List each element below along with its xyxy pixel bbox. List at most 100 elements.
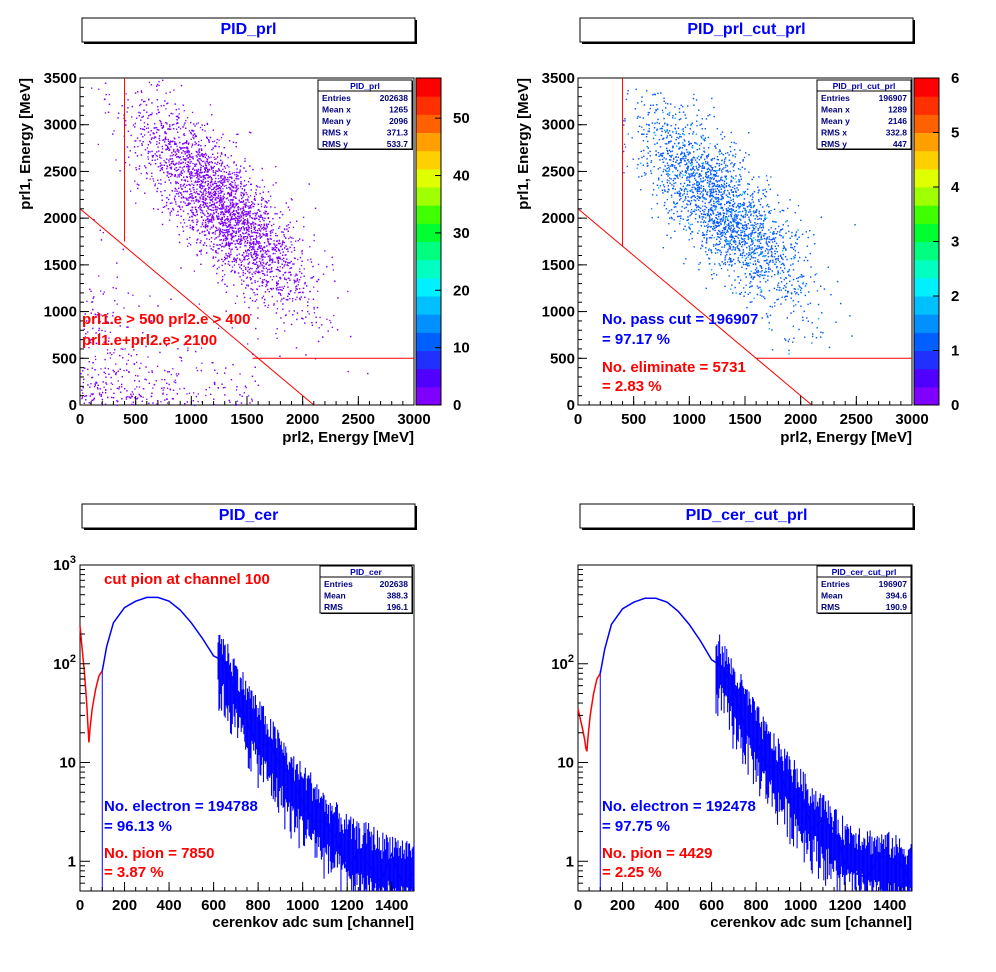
scatter-point xyxy=(150,84,152,86)
scatter-point xyxy=(252,206,254,208)
scatter-point xyxy=(146,111,148,113)
scatter-point xyxy=(261,247,263,249)
scatter-point xyxy=(316,306,319,309)
scatter-point xyxy=(254,251,256,254)
scatter-point xyxy=(138,393,140,396)
scatter-point xyxy=(227,235,229,237)
scatter-point xyxy=(207,183,209,185)
scatter-point xyxy=(246,214,248,216)
scatter-point xyxy=(303,216,305,218)
scatter-point xyxy=(241,260,243,262)
scatter-point xyxy=(307,301,309,303)
scatter-point xyxy=(220,201,222,204)
scatter-point xyxy=(181,152,183,154)
scatter-point xyxy=(312,298,315,300)
scatter-point xyxy=(170,182,172,184)
scatter-point xyxy=(107,313,109,315)
scatter-point xyxy=(248,233,250,236)
scatter-point xyxy=(165,148,167,150)
scatter-point xyxy=(178,108,180,110)
scatter-point xyxy=(278,249,280,251)
scatter-point xyxy=(213,212,215,215)
scatter-point xyxy=(191,183,193,185)
scatter-point xyxy=(204,156,206,158)
scatter-point xyxy=(206,238,208,240)
scatter-point xyxy=(224,210,226,212)
scatter-point xyxy=(247,181,250,183)
scatter-point xyxy=(230,212,232,214)
scatter-point xyxy=(173,163,175,165)
scatter-point xyxy=(290,323,293,326)
scatter-point xyxy=(131,391,133,393)
scatter-point xyxy=(105,382,107,384)
scatter-point xyxy=(203,154,206,156)
scatter-point xyxy=(248,207,250,209)
scatter-point xyxy=(151,159,153,161)
scatter-point xyxy=(165,92,167,94)
scatter-point xyxy=(236,188,238,191)
scatter-point xyxy=(236,257,238,259)
scatter-point xyxy=(142,141,144,143)
scatter-point xyxy=(271,224,273,227)
scatter-point xyxy=(113,392,115,394)
scatter-point xyxy=(173,150,175,152)
scatter-point xyxy=(183,142,185,144)
scatter-point xyxy=(256,236,258,238)
scatter-point xyxy=(230,199,232,201)
scatter-point xyxy=(258,285,261,287)
scatter-point xyxy=(326,318,328,320)
scatter-point xyxy=(273,304,275,306)
scatter-point xyxy=(225,252,227,255)
scatter-point xyxy=(264,227,266,229)
scatter-point xyxy=(262,227,264,229)
scatter-point xyxy=(259,229,261,231)
scatter-point xyxy=(245,238,248,240)
scatter-point xyxy=(154,153,156,155)
scatter-point xyxy=(279,266,281,268)
scatter-point xyxy=(276,328,278,330)
scatter-point xyxy=(265,210,267,213)
scatter-point xyxy=(265,251,267,253)
scatter-point xyxy=(247,219,249,222)
scatter-point xyxy=(217,174,219,177)
scatter-point xyxy=(208,386,211,389)
scatter-point xyxy=(223,238,225,241)
scatter-point xyxy=(231,186,233,188)
scatter-point xyxy=(227,177,229,179)
scatter-point xyxy=(156,151,158,153)
scatter-point xyxy=(223,185,226,187)
scatter-point xyxy=(198,149,200,151)
scatter-point xyxy=(107,321,109,324)
scatter-point xyxy=(308,313,310,315)
scatter-point xyxy=(156,89,158,91)
scatter-point xyxy=(231,266,234,268)
scatter-point xyxy=(245,213,247,215)
scatter-point xyxy=(167,371,169,373)
scatter-point xyxy=(240,216,242,218)
scatter-point xyxy=(276,283,279,285)
scatter-point xyxy=(279,289,282,291)
scatter-point xyxy=(224,154,226,156)
scatter-point xyxy=(169,141,171,144)
scatter-point xyxy=(176,169,178,171)
scatter-point xyxy=(137,91,139,93)
scatter-point xyxy=(243,185,245,187)
scatter-point xyxy=(241,279,243,281)
scatter-point xyxy=(92,393,94,396)
scatter-point xyxy=(191,144,194,146)
scatter-point xyxy=(124,120,127,122)
scatter-point xyxy=(255,263,257,265)
scatter-point xyxy=(210,161,213,163)
scatter-point xyxy=(189,216,191,218)
scatter-point xyxy=(225,243,227,245)
scatter-point xyxy=(197,181,199,183)
scatter-point xyxy=(222,205,225,207)
scatter-point xyxy=(298,279,301,281)
scatter-point xyxy=(278,289,280,291)
scatter-point xyxy=(236,178,238,180)
scatter-point xyxy=(193,200,195,202)
scatter-point xyxy=(190,133,192,135)
scatter-point xyxy=(170,166,173,168)
scatter-point xyxy=(236,295,238,297)
scatter-point xyxy=(284,261,287,264)
